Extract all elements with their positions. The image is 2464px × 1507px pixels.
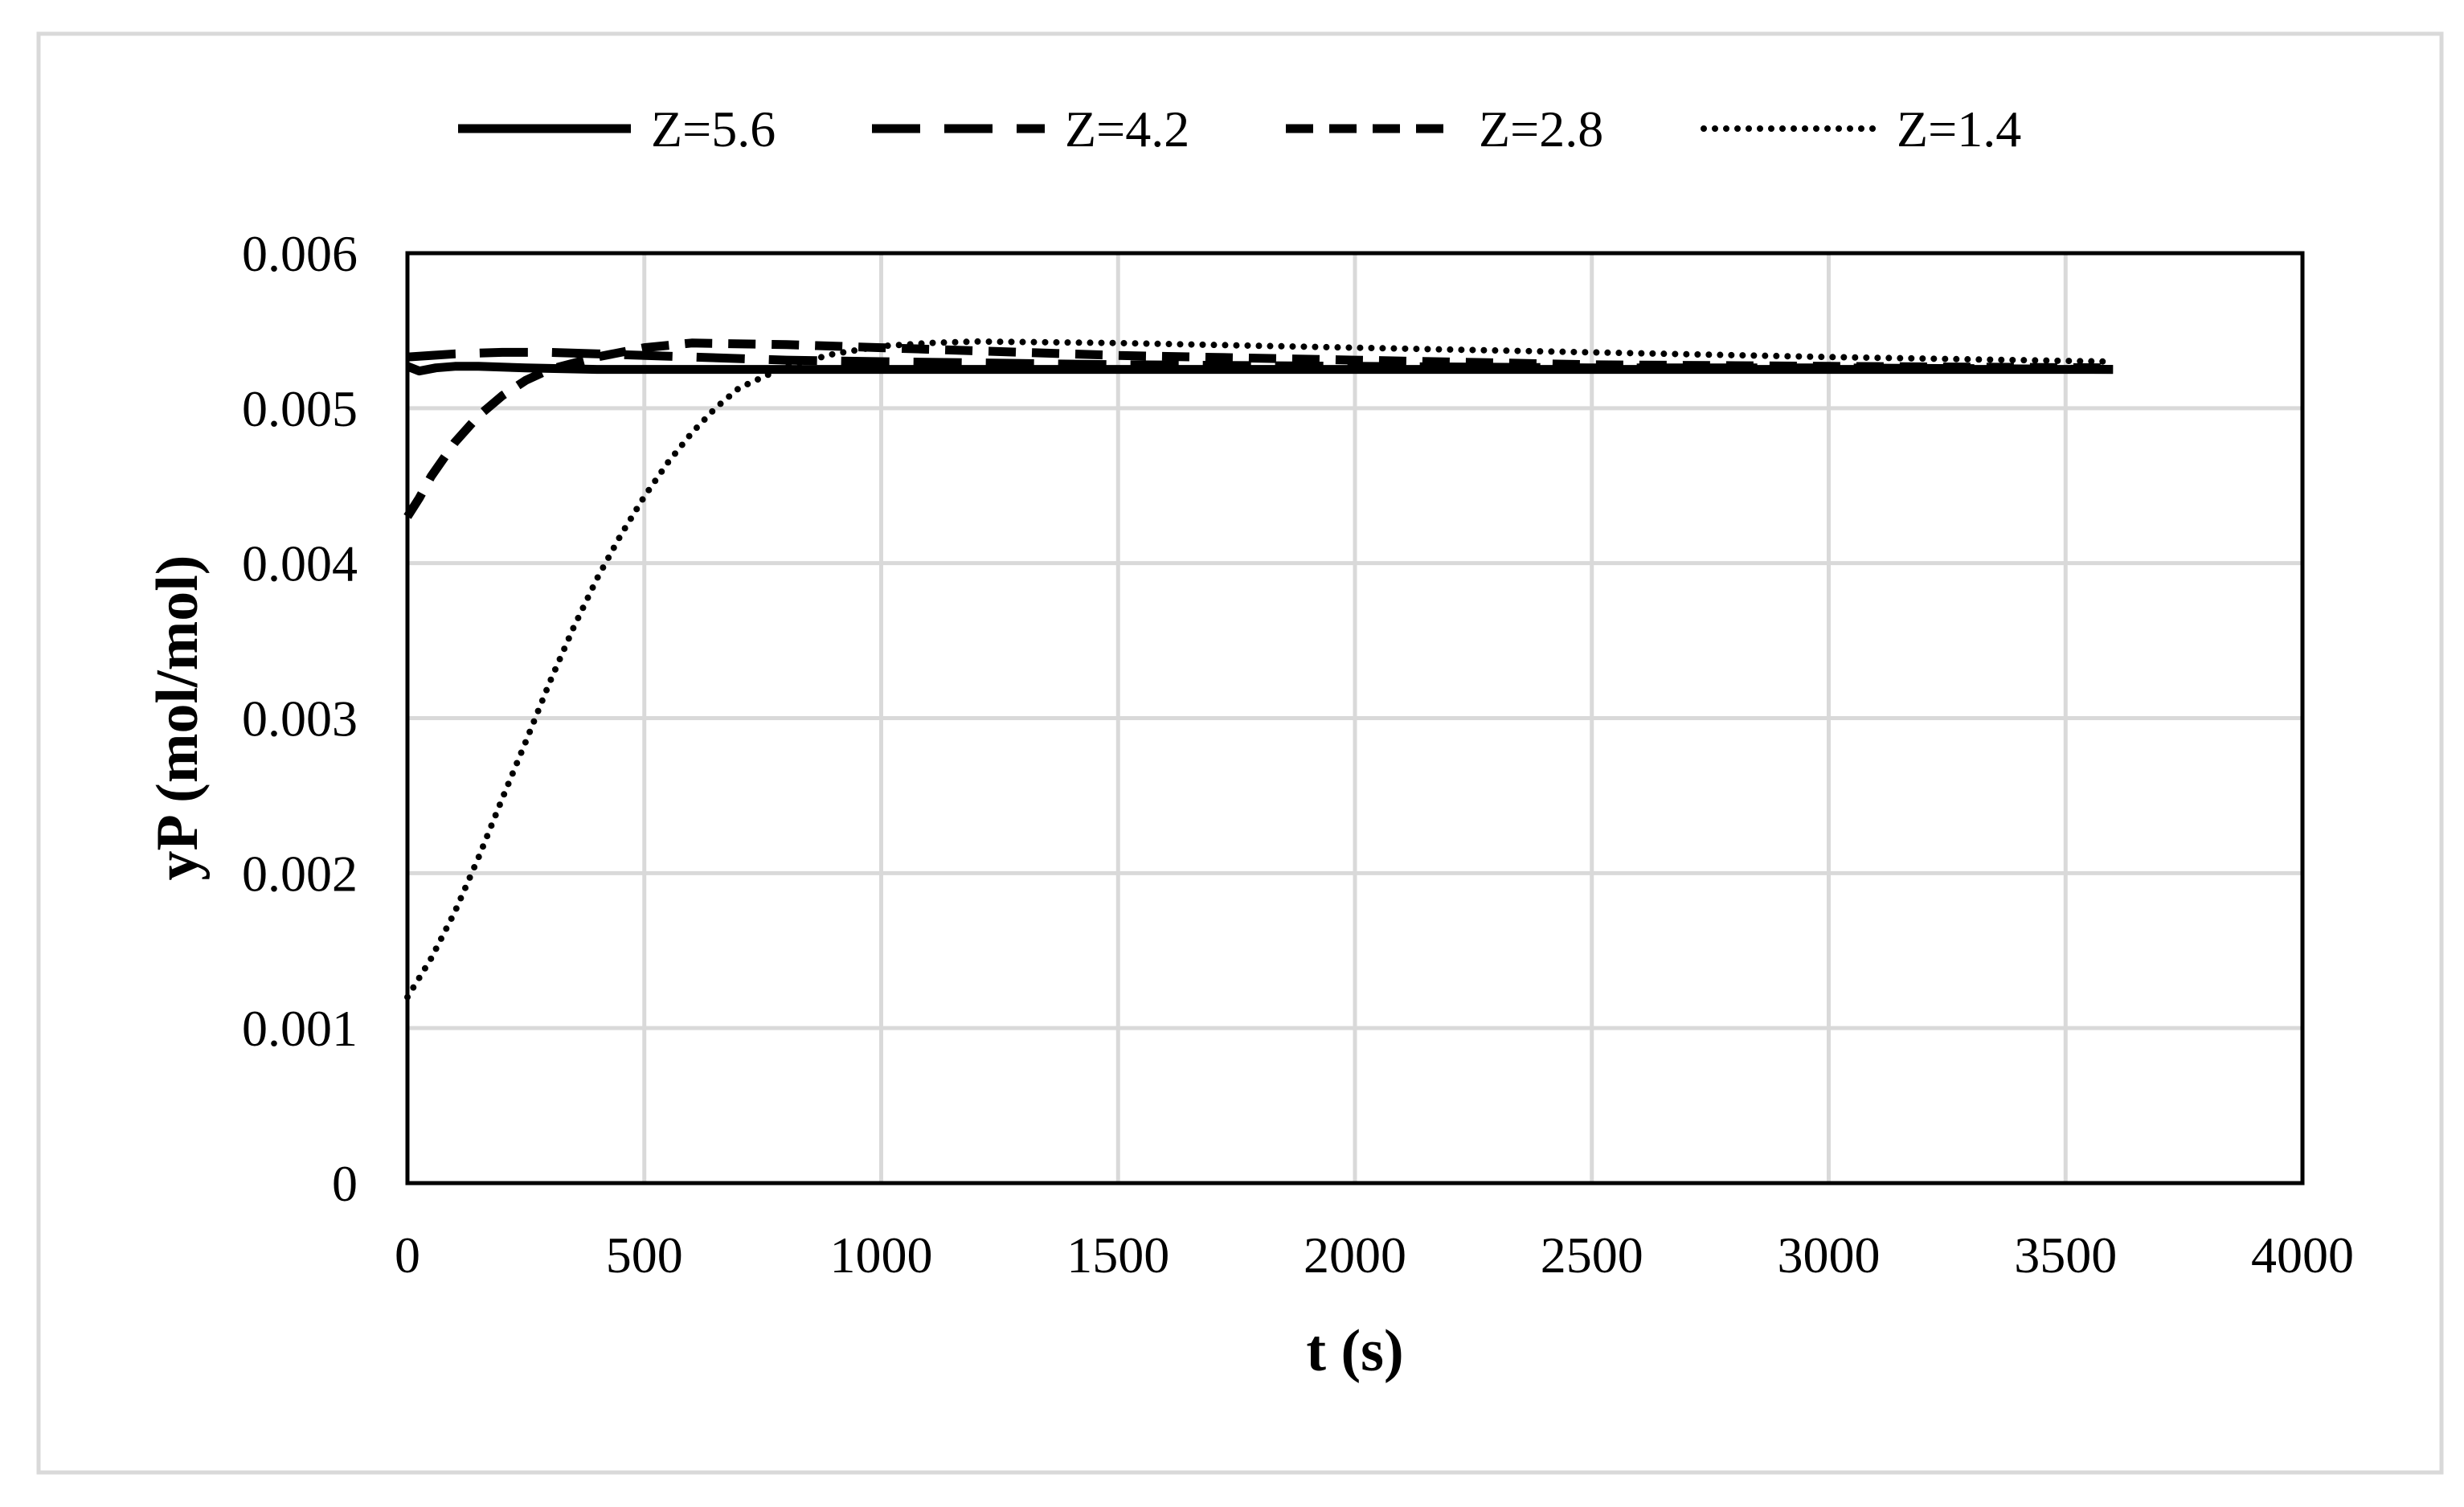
chart-border (36, 31, 2444, 1475)
plot-area-frame (405, 251, 2305, 1186)
legend: Z=5.6 Z=4.2 Z=2.8 Z=1.4 (458, 100, 2021, 158)
x-tick-label: 4000 (2251, 1226, 2354, 1284)
x-tick-label: 2000 (1304, 1226, 1406, 1284)
gridlines (407, 253, 2302, 1183)
x-tick-label: 2500 (1541, 1226, 1643, 1284)
series-lines (403, 338, 2117, 1001)
y-axis-title: yP (mol/mol) (145, 555, 211, 881)
x-tick-label: 3000 (1778, 1226, 1881, 1284)
legend-label: Z=1.4 (1897, 100, 2021, 158)
y-tick-label: 0.003 (242, 690, 358, 747)
y-tick-label: 0.004 (242, 535, 358, 592)
y-tick-label: 0.005 (242, 380, 358, 437)
y-tick-label: 0 (332, 1155, 358, 1212)
y-tick-label: 0.006 (242, 225, 358, 282)
legend-label: Z=5.6 (651, 100, 776, 158)
legend-label: Z=2.8 (1479, 100, 1603, 158)
x-tick-label: 500 (606, 1226, 683, 1284)
y-axis-ticks: 0 0.001 0.002 0.003 0.004 0.005 0.006 (242, 225, 358, 1212)
series-line-z-2-8 (403, 338, 2114, 519)
legend-label: Z=4.2 (1065, 100, 1189, 158)
x-tick-label: 3500 (2014, 1226, 2117, 1284)
x-tick-label: 1500 (1066, 1226, 1169, 1284)
series-line-z-4-2 (407, 347, 2114, 375)
y-tick-label: 0.002 (242, 845, 358, 902)
x-axis-title: t (s) (1306, 1318, 1403, 1384)
y-tick-label: 0.001 (242, 1000, 358, 1057)
x-axis-ticks: 0 500 1000 1500 2000 2500 3000 3500 4000 (395, 1226, 2354, 1284)
x-tick-label: 0 (395, 1226, 420, 1284)
x-tick-label: 1000 (830, 1226, 933, 1284)
